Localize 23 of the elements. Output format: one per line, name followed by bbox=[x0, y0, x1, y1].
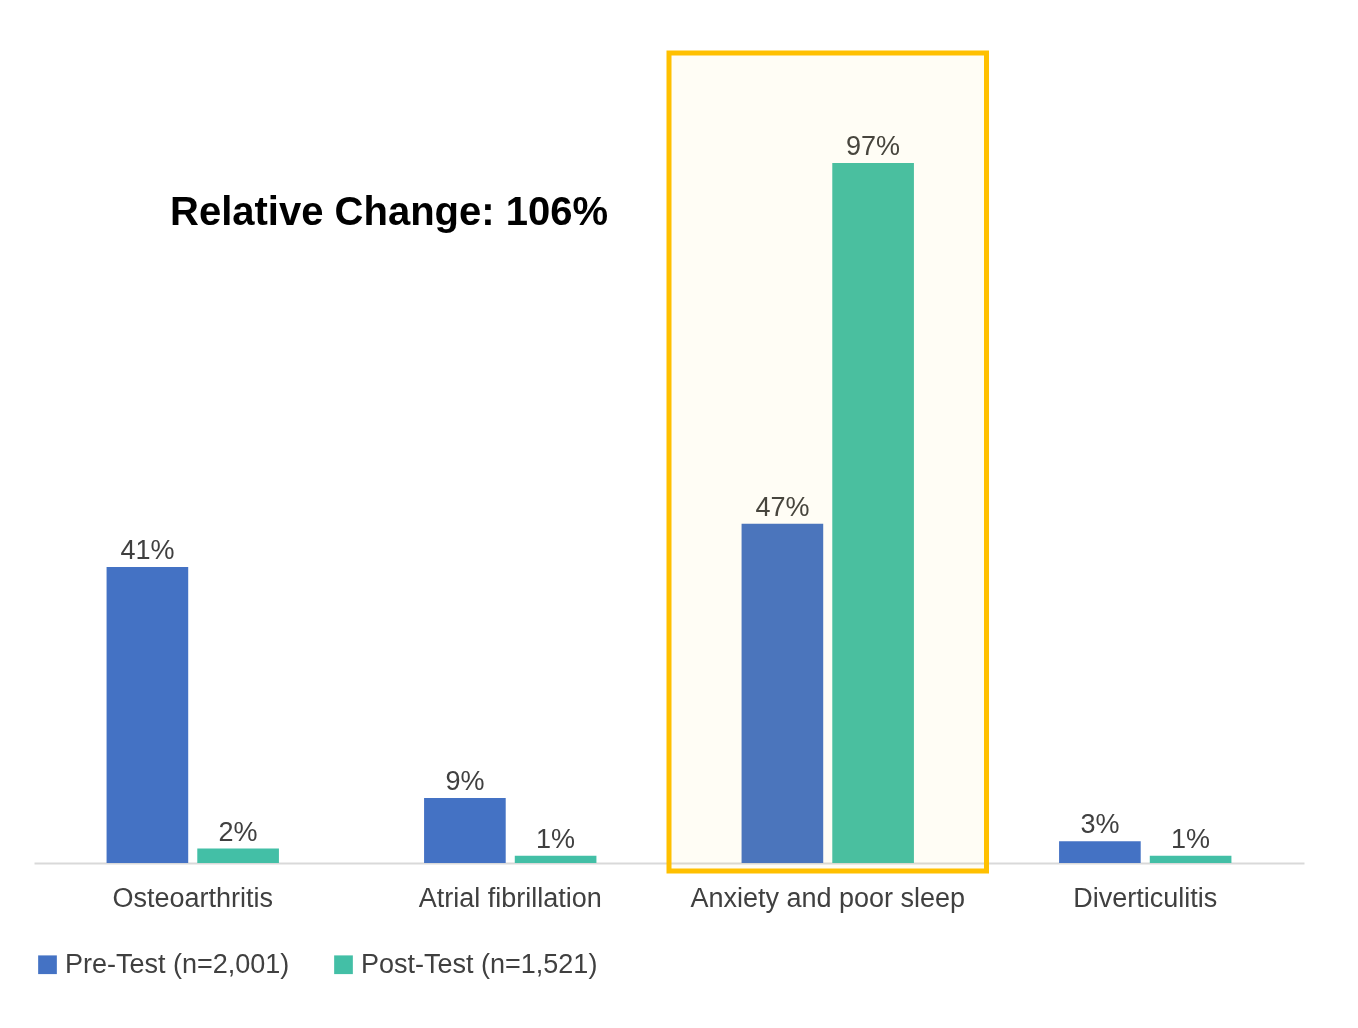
bar bbox=[1059, 841, 1141, 863]
bar bbox=[1149, 855, 1232, 863]
bar bbox=[741, 523, 824, 863]
bar bbox=[514, 855, 597, 863]
bar bbox=[197, 848, 279, 863]
x-tick-label: Osteoarthritis bbox=[112, 882, 274, 913]
data-label: 97% bbox=[846, 131, 901, 161]
data-label: 3% bbox=[1080, 809, 1120, 840]
data-label: 1% bbox=[1171, 823, 1211, 854]
x-tick-label: Anxiety and poor sleep bbox=[690, 882, 966, 913]
bar bbox=[424, 798, 506, 863]
bar bbox=[106, 567, 189, 863]
data-label: 9% bbox=[445, 766, 485, 797]
data-label: 2% bbox=[218, 816, 258, 847]
annotation: Relative Change: 106% bbox=[170, 189, 608, 233]
bar bbox=[832, 163, 914, 863]
legend-label: Post-Test (n=1,521) bbox=[361, 948, 598, 979]
legend-label: Pre-Test (n=2,001) bbox=[65, 948, 290, 979]
x-tick-label: Diverticulitis bbox=[1073, 882, 1218, 913]
data-label: 47% bbox=[755, 491, 810, 522]
data-label: 1% bbox=[536, 823, 576, 854]
x-tick-label: Atrial fibrillation bbox=[418, 882, 602, 913]
data-label: 41% bbox=[120, 535, 175, 566]
